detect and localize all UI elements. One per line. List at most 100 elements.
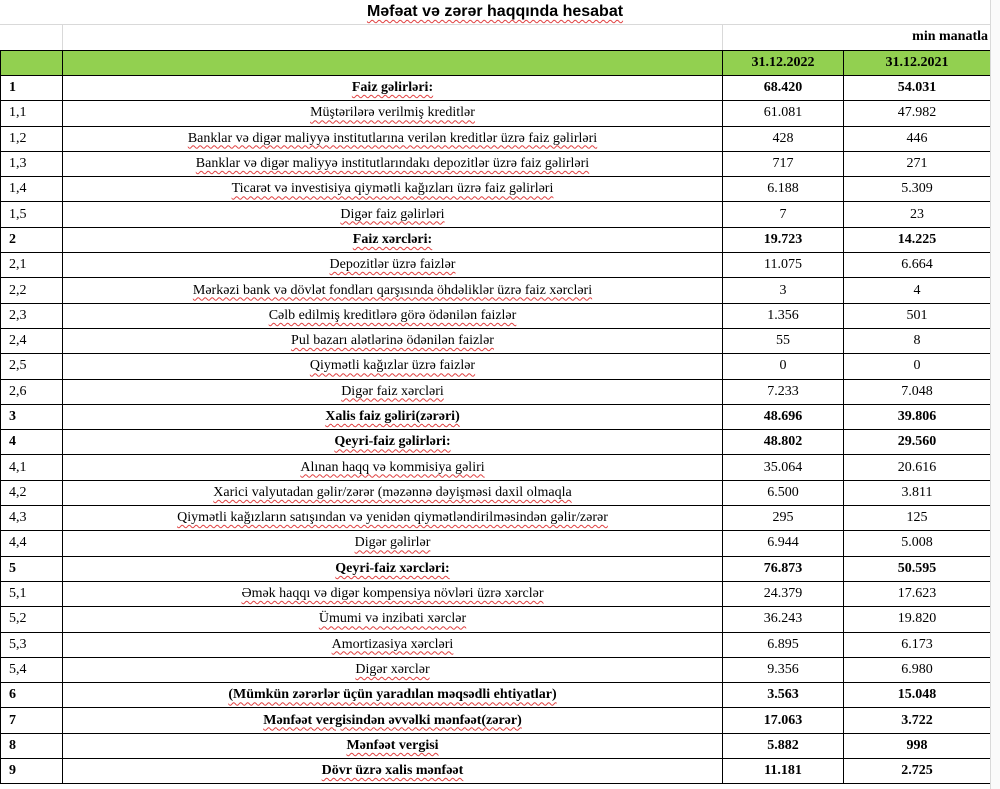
row-label-cell[interactable]: Pul bazarı alətlərinə ödənilən faizlər [62, 327, 723, 355]
value-2021-cell[interactable]: 501 [843, 302, 991, 329]
row-number-cell[interactable]: 1,4 [0, 176, 63, 203]
value-2021-cell[interactable]: 8 [843, 327, 991, 355]
row-label-cell[interactable]: Dövr üzrə xalis mənfəət [62, 758, 723, 785]
row-number-cell[interactable]: 1 [0, 74, 63, 102]
row-label-cell[interactable]: Digər gəlirlər [62, 530, 723, 557]
row-number-cell[interactable]: 2,6 [0, 378, 63, 405]
row-number-cell[interactable]: 4,3 [0, 505, 63, 532]
row-number-cell[interactable]: 1,1 [0, 100, 63, 127]
row-label-cell[interactable]: Xarici valyutadan gəlir/zərər (məzənnə d… [62, 479, 723, 507]
value-2022-cell[interactable]: 6.895 [722, 631, 844, 658]
value-2022-cell[interactable]: 6.188 [722, 176, 844, 203]
value-2022-cell[interactable]: 7 [722, 201, 844, 228]
row-number-cell[interactable]: 5,1 [0, 580, 63, 608]
value-2021-cell[interactable]: 23 [843, 201, 991, 228]
value-2022-cell[interactable]: 9.356 [722, 656, 844, 684]
row-number-cell[interactable]: 1,3 [0, 150, 63, 178]
row-number-cell[interactable]: 4,4 [0, 530, 63, 557]
empty-cell[interactable] [62, 24, 723, 50]
report-title[interactable]: Məfəat və zərər haqqında hesabat [0, 0, 990, 25]
value-2021-cell[interactable]: 5.008 [843, 530, 991, 557]
value-2021-cell[interactable]: 29.560 [843, 429, 991, 456]
row-number-cell[interactable]: 6 [0, 682, 63, 709]
value-2021-cell[interactable]: 54.031 [843, 74, 991, 102]
value-2021-cell[interactable]: 15.048 [843, 682, 991, 709]
value-2021-cell[interactable]: 7.048 [843, 378, 991, 405]
value-2022-cell[interactable]: 5.882 [722, 732, 844, 760]
value-2022-cell[interactable]: 1.356 [722, 302, 844, 329]
row-number-cell[interactable]: 9 [0, 758, 63, 785]
row-number-cell[interactable]: 5,4 [0, 656, 63, 684]
value-2022-cell[interactable]: 17.063 [722, 707, 844, 734]
row-number-cell[interactable]: 1,5 [0, 201, 63, 228]
row-label-cell[interactable]: Xalis faiz gəliri(zərəri) [62, 403, 723, 431]
value-2021-cell[interactable]: 17.623 [843, 580, 991, 608]
value-2021-cell[interactable]: 3.811 [843, 479, 991, 507]
value-2021-cell[interactable]: 50.595 [843, 555, 991, 582]
value-2021-cell[interactable]: 19.820 [843, 606, 991, 633]
row-label-cell[interactable]: Mənfəət vergisi [62, 732, 723, 760]
value-2021-cell[interactable]: 0 [843, 353, 991, 380]
row-label-cell[interactable]: Qeyri-faiz gəlirləri: [62, 429, 723, 456]
value-2021-cell[interactable]: 39.806 [843, 403, 991, 431]
value-2021-cell[interactable]: 446 [843, 125, 991, 152]
value-2021-cell[interactable]: 14.225 [843, 226, 991, 254]
row-number-cell[interactable]: 2,4 [0, 327, 63, 355]
value-2021-cell[interactable]: 6.173 [843, 631, 991, 658]
row-number-cell[interactable]: 1,2 [0, 125, 63, 152]
row-label-cell[interactable]: Ticarət və investisiya qiymətli kağızlar… [62, 176, 723, 203]
row-number-cell[interactable]: 7 [0, 707, 63, 734]
value-2022-cell[interactable]: 24.379 [722, 580, 844, 608]
row-label-cell[interactable]: Ümumi və inzibati xərclər [62, 606, 723, 633]
row-label-cell[interactable]: Qiymətli kağızlar üzrə faizlər [62, 353, 723, 380]
row-number-cell[interactable]: 3 [0, 403, 63, 431]
row-label-cell[interactable]: Mərkəzi bank və dövlət fondları qarşısın… [62, 277, 723, 304]
value-2022-cell[interactable]: 76.873 [722, 555, 844, 582]
row-number-cell[interactable]: 5,2 [0, 606, 63, 633]
value-2021-cell[interactable]: 125 [843, 505, 991, 532]
value-2022-cell[interactable]: 6.500 [722, 479, 844, 507]
value-2022-cell[interactable]: 35.064 [722, 454, 844, 481]
value-2021-cell[interactable]: 4 [843, 277, 991, 304]
value-2022-cell[interactable]: 717 [722, 150, 844, 178]
value-2022-cell[interactable]: 295 [722, 505, 844, 532]
row-label-cell[interactable]: Müştərilərə verilmiş kreditlər [62, 100, 723, 127]
row-number-cell[interactable]: 2,1 [0, 252, 63, 279]
value-2022-cell[interactable]: 7.233 [722, 378, 844, 405]
value-2021-cell[interactable]: 998 [843, 732, 991, 760]
row-label-cell[interactable]: Faiz xərcləri: [62, 226, 723, 254]
row-number-cell[interactable]: 5,3 [0, 631, 63, 658]
value-2021-cell[interactable]: 5.309 [843, 176, 991, 203]
row-label-cell[interactable]: Depozitlər üzrə faizlər [62, 252, 723, 279]
row-number-cell[interactable]: 2,2 [0, 277, 63, 304]
value-2022-cell[interactable]: 48.802 [722, 429, 844, 456]
value-2022-cell[interactable]: 6.944 [722, 530, 844, 557]
value-2021-cell[interactable]: 271 [843, 150, 991, 178]
header-cell-label[interactable] [62, 50, 723, 76]
value-2022-cell[interactable]: 0 [722, 353, 844, 380]
row-label-cell[interactable]: Mənfəət vergisindən əvvəlki mənfəət(zərə… [62, 707, 723, 734]
empty-cell[interactable] [0, 24, 63, 50]
value-2022-cell[interactable]: 3 [722, 277, 844, 304]
row-label-cell[interactable]: Qeyri-faiz xərcləri: [62, 555, 723, 582]
value-2021-cell[interactable]: 3.722 [843, 707, 991, 734]
value-2022-cell[interactable]: 55 [722, 327, 844, 355]
row-label-cell[interactable]: Banklar və digər maliyyə institutlarında… [62, 150, 723, 178]
value-2021-cell[interactable]: 47.982 [843, 100, 991, 127]
unit-label[interactable]: min manatla [912, 29, 988, 44]
value-2022-cell[interactable]: 428 [722, 125, 844, 152]
row-label-cell[interactable]: Digər faiz gəlirləri [62, 201, 723, 228]
row-label-cell[interactable]: Banklar və digər maliyyə institutlarına … [62, 125, 723, 152]
value-2022-cell[interactable]: 36.243 [722, 606, 844, 633]
row-number-cell[interactable]: 4 [0, 429, 63, 456]
row-number-cell[interactable]: 4,1 [0, 454, 63, 481]
row-label-cell[interactable]: (Mümkün zərərlər üçün yaradılan məqsədli… [62, 682, 723, 709]
row-number-cell[interactable]: 5 [0, 555, 63, 582]
value-2021-cell[interactable]: 6.980 [843, 656, 991, 684]
row-label-cell[interactable]: Alınan haqq və kommisiya gəliri [62, 454, 723, 481]
row-number-cell[interactable]: 8 [0, 732, 63, 760]
value-2022-cell[interactable]: 3.563 [722, 682, 844, 709]
row-label-cell[interactable]: Digər faiz xərcləri [62, 378, 723, 405]
value-2022-cell[interactable]: 68.420 [722, 74, 844, 102]
row-number-cell[interactable]: 4,2 [0, 479, 63, 507]
